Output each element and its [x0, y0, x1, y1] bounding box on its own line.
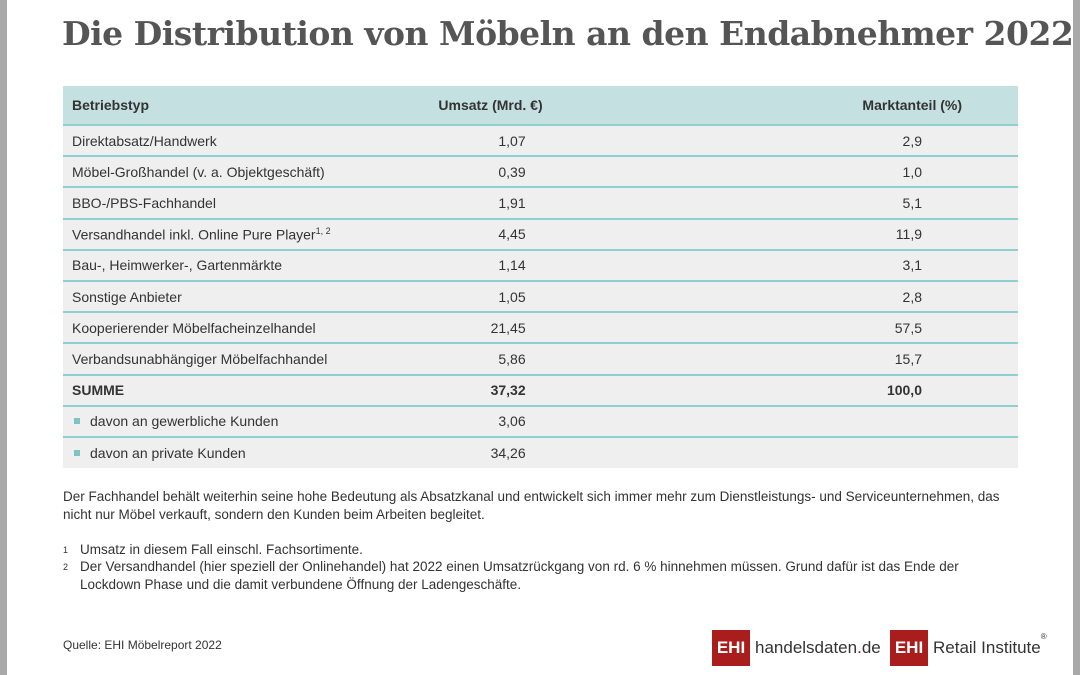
row-label: Verbandsunabhängiger Möbelfachhandel: [63, 342, 377, 375]
row-marktanteil: 3,1: [831, 248, 1018, 281]
row-umsatz: 5,86: [376, 342, 832, 375]
left-border: [0, 0, 7, 675]
sum-row: SUMME 37,32 100,0: [63, 373, 1018, 406]
table-row: Kooperierender Möbelfacheinzelhandel 21,4…: [63, 311, 1018, 344]
row-marktanteil: 2,9: [831, 123, 1018, 157]
sum-marktanteil: 100,0: [831, 373, 1018, 406]
row-umsatz: 0,39: [376, 155, 832, 188]
table-row: Bau-, Heimwerker-, Gartenmärkte 1,14 3,1: [63, 248, 1018, 281]
row-umsatz: 1,14: [376, 248, 832, 281]
sub-umsatz: 34,26: [376, 435, 832, 469]
table-row: Direktabsatz/Handwerk 1,07 2,9: [63, 123, 1018, 157]
footnote-1: 1 Umsatz in diesem Fall einschl. Fachsort…: [63, 542, 363, 557]
row-umsatz: 1,91: [376, 186, 832, 219]
sum-umsatz: 37,32: [376, 373, 832, 406]
source: Quelle: EHI Möbelreport 2022: [63, 638, 222, 652]
row-marktanteil: 57,5: [831, 311, 1018, 344]
table-row: Verbandsunabhängiger Möbelfachhandel 5,86…: [63, 342, 1018, 375]
table-row: Möbel-Großhandel (v. a. Objektgeschäft) 0…: [63, 155, 1018, 188]
sub-row: davon an gewerbliche Kunden 3,06: [63, 404, 1018, 437]
row-marktanteil: 15,7: [831, 342, 1018, 375]
footnote-2: 2 Der Versandhandel (hier speziell der On…: [63, 559, 959, 592]
distribution-table: Betriebstyp Umsatz (Mrd. €) Marktanteil …: [63, 86, 1018, 469]
row-marktanteil: 5,1: [831, 186, 1018, 219]
row-marktanteil: 2,8: [831, 279, 1018, 313]
header-marktanteil: Marktanteil (%): [831, 86, 1018, 125]
header-betriebstyp: Betriebstyp: [63, 86, 377, 125]
row-marktanteil: 1,0: [831, 155, 1018, 188]
row-label: Versandhandel inkl. Online Pure Player1,…: [63, 217, 377, 250]
table-header: Betriebstyp Umsatz (Mrd. €) Marktanteil …: [63, 86, 1018, 125]
table-row: Versandhandel inkl. Online Pure Player1,…: [63, 217, 1018, 250]
row-umsatz: 1,05: [376, 279, 832, 313]
row-marktanteil: 11,9: [831, 217, 1018, 250]
sub-label: davon an gewerbliche Kunden: [63, 404, 377, 437]
page-title: Die Distribution von Möbeln an den Endab…: [62, 14, 1074, 53]
sub-label: davon an private Kunden: [63, 435, 377, 469]
bullet-icon: [74, 449, 80, 456]
sub-row: davon an private Kunden 34,26: [63, 435, 1018, 469]
row-label: Bau-, Heimwerker-, Gartenmärkte: [63, 248, 377, 281]
description: Der Fachhandel behält weiterhin seine ho…: [63, 489, 1000, 522]
handelsdaten-logo: EHI handelsdaten. de: [712, 630, 881, 666]
sum-label: SUMME: [63, 373, 377, 406]
row-umsatz: 1,07: [376, 123, 832, 157]
row-label: Direktabsatz/Handwerk: [63, 123, 377, 157]
bullet-icon: [74, 418, 80, 425]
right-border: [1073, 0, 1080, 675]
table-row: Sonstige Anbieter 1,05 2,8: [63, 279, 1018, 313]
table-row: BBO-/PBS-Fachhandel 1,91 5,1: [63, 186, 1018, 219]
row-umsatz: 21,45: [376, 311, 832, 344]
row-label: Sonstige Anbieter: [63, 279, 377, 313]
ehi-retail-institute-logo: EHI Retail Institute ®: [890, 630, 1047, 666]
sub-umsatz: 3,06: [376, 404, 832, 437]
row-label: Kooperierender Möbelfacheinzelhandel: [63, 311, 377, 344]
header-umsatz: Umsatz (Mrd. €): [376, 86, 832, 125]
row-umsatz: 4,45: [376, 217, 832, 250]
row-label: BBO-/PBS-Fachhandel: [63, 186, 377, 219]
row-label: Möbel-Großhandel (v. a. Objektgeschäft): [63, 155, 377, 188]
